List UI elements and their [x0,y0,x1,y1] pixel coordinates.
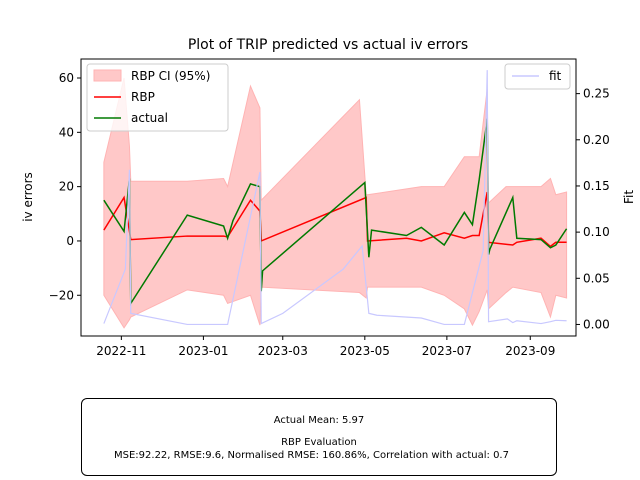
legend-left-frame [86,63,229,132]
y2-tick-label: 0.15 [583,179,610,193]
y2-axis-label: Fit [622,190,636,204]
x-tick-label: 2022-11 [96,344,146,358]
x-tick-label: 2023-05 [340,344,390,358]
y-tick-label: 0 [66,234,74,248]
y2-tick-label: 0.20 [583,133,610,147]
actual-mean-text: Actual Mean: 5.97 [273,415,365,426]
legend-left: RBP CI (95%) RBP actual [86,63,229,132]
y-tick-label: −20 [49,288,74,302]
legend-label-rbp: RBP [131,90,155,104]
plot-area [103,70,568,329]
evaluation-box: Actual Mean: 5.97 RBP Evaluation MSE:92.… [81,398,557,476]
y-tick-label: 20 [59,180,74,194]
chart-title: Plot of TRIP predicted vs actual iv erro… [188,37,468,53]
x-axis: 2022-11 2023-01 2023-03 2023-05 2023-07 2023-… [96,336,555,358]
evaluation-metrics: MSE:92.22, RMSE:9.6, Normalised RMSE: 16… [114,450,509,461]
x-tick-label: 2023-01 [178,344,228,358]
legend-right: fit [504,63,571,90]
legend-label-ci: RBP CI (95%) [131,69,210,83]
x-tick-label: 2023-07 [422,344,472,358]
evaluation-heading: RBP Evaluation [281,437,357,448]
legend-swatch-ci [93,69,122,82]
y2-tick-label: 0.10 [583,225,610,239]
plot-frame [80,58,577,337]
ci-band [103,77,568,329]
x-tick-label: 2023-09 [505,344,555,358]
y2-tick-label: 0.05 [583,271,610,285]
series-line-actual [103,118,568,306]
x-tick-label: 2023-03 [258,344,308,358]
y-tick-label: 40 [59,125,74,139]
series-line-rbp [103,191,567,248]
y2-tick-label: 0.00 [583,317,610,331]
series-line-fit [103,70,567,326]
y2-tick-label: 0.25 [583,87,610,101]
y-axis-label: iv errors [21,172,35,222]
y-tick-label: 60 [59,71,74,85]
legend-label-fit: fit [549,69,562,83]
y-axis-right: 0.00 0.05 0.10 0.15 0.20 0.25 [576,87,610,331]
legend-label-actual: actual [131,111,168,125]
y-axis-left: −20 0 20 40 60 [49,71,81,302]
